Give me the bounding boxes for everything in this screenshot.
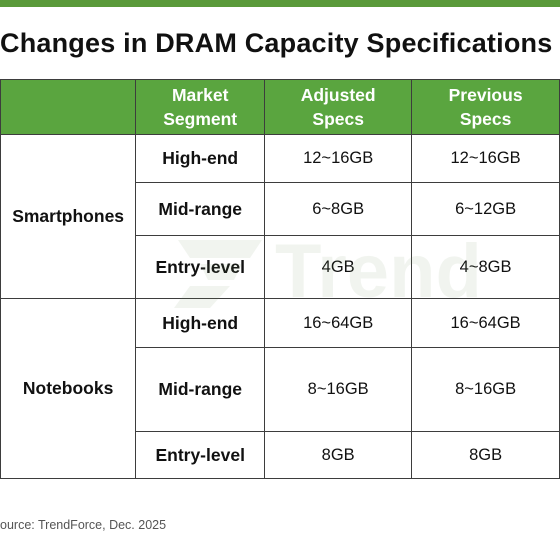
segment-cell: Mid-range xyxy=(135,347,266,432)
table-row: Mid-range 6~8GB 6~12GB xyxy=(1,182,560,236)
previous-spec-cell: 8~16GB xyxy=(411,347,560,432)
header-market-segment-label: Market Segment xyxy=(163,85,238,129)
header-market-segment: Market Segment xyxy=(135,79,266,135)
table-row: Entry-level 4GB 4~8GB xyxy=(1,235,560,299)
top-accent-bar xyxy=(0,0,560,7)
source-note: ource: TrendForce, Dec. 2025 xyxy=(0,518,167,532)
previous-spec-cell: 6~12GB xyxy=(411,182,560,236)
page-title: Changes in DRAM Capacity Specifications … xyxy=(0,28,560,58)
table-row: Notebooks High-end 16~64GB 16~64GB xyxy=(0,298,560,479)
table-row: Smartphones High-end 12~16GB 12~16GB xyxy=(0,134,560,299)
header-previous-specs: Previous Specs xyxy=(411,79,560,135)
header-adjusted-specs-label: Adjusted Specs xyxy=(300,85,376,129)
segment-cell: Entry-level xyxy=(135,235,266,299)
previous-spec-cell: 16~64GB xyxy=(411,298,560,348)
adjusted-spec-cell: 8~16GB xyxy=(264,347,413,432)
category-cell-notebooks: Notebooks xyxy=(0,298,137,479)
table-header-row: Market Segment Adjusted Specs Previous S… xyxy=(0,79,560,135)
adjusted-spec-cell: 12~16GB xyxy=(264,134,413,183)
previous-spec-cell: 12~16GB xyxy=(411,134,560,183)
adjusted-spec-cell: 16~64GB xyxy=(264,298,413,348)
segment-cell: High-end xyxy=(135,134,266,183)
table-row: Entry-level 8GB 8GB xyxy=(1,431,560,479)
segment-cell: Mid-range xyxy=(135,182,266,236)
header-blank-cell xyxy=(0,79,137,135)
segment-cell: High-end xyxy=(135,298,266,348)
header-adjusted-specs: Adjusted Specs xyxy=(264,79,413,135)
previous-spec-cell: 8GB xyxy=(411,431,560,479)
dram-spec-table: Market Segment Adjusted Specs Previous S… xyxy=(0,79,560,479)
previous-spec-cell: 4~8GB xyxy=(411,235,560,299)
adjusted-spec-cell: 4GB xyxy=(264,235,413,299)
header-previous-specs-label: Previous Specs xyxy=(448,85,523,129)
table-row: Mid-range 8~16GB 8~16GB xyxy=(1,347,560,432)
segment-cell: Entry-level xyxy=(135,431,266,479)
adjusted-spec-cell: 8GB xyxy=(264,431,413,479)
adjusted-spec-cell: 6~8GB xyxy=(264,182,413,236)
category-cell-smartphones: Smartphones xyxy=(0,134,137,299)
